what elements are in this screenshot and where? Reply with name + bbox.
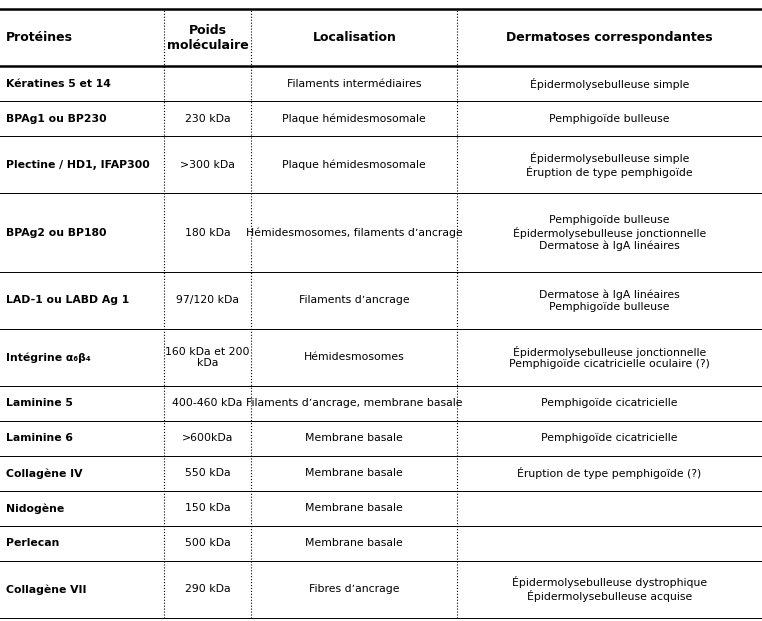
Text: Dermatoses correspondantes: Dermatoses correspondantes — [506, 31, 713, 44]
Text: 550 kDa: 550 kDa — [185, 468, 230, 478]
Text: BPAg1 ou BP230: BPAg1 ou BP230 — [6, 114, 107, 124]
Text: 160 kDa et 200
kDa: 160 kDa et 200 kDa — [165, 347, 250, 368]
Text: Plaque hémidesmosomale: Plaque hémidesmosomale — [283, 160, 426, 170]
Text: Dermatose à IgA linéaires
Pemphigoïde bulleuse: Dermatose à IgA linéaires Pemphigoïde bu… — [539, 289, 680, 312]
Text: Épidermolysebulleuse simple: Épidermolysebulleuse simple — [530, 78, 690, 90]
Text: Collagène IV: Collagène IV — [6, 468, 82, 479]
Text: >300 kDa: >300 kDa — [180, 160, 235, 170]
Text: 180 kDa: 180 kDa — [185, 228, 230, 238]
Text: 97/120 kDa: 97/120 kDa — [176, 296, 239, 306]
Text: Membrane basale: Membrane basale — [306, 468, 403, 478]
Text: Intégrine α₆β₄: Intégrine α₆β₄ — [6, 352, 91, 363]
Text: Épidermolysebulleuse simple
Éruption de type pemphigoïde: Épidermolysebulleuse simple Éruption de … — [527, 152, 693, 178]
Text: Collagène VII: Collagène VII — [6, 584, 87, 595]
Text: Perlecan: Perlecan — [6, 538, 59, 548]
Text: 400-460 kDa: 400-460 kDa — [172, 398, 243, 409]
Text: 150 kDa: 150 kDa — [185, 504, 230, 514]
Text: Éruption de type pemphigoïde (?): Éruption de type pemphigoïde (?) — [517, 468, 702, 479]
Text: Plaque hémidesmosomale: Plaque hémidesmosomale — [283, 114, 426, 124]
Text: Laminine 5: Laminine 5 — [6, 398, 73, 409]
Text: Poids
moléculaire: Poids moléculaire — [167, 24, 248, 52]
Text: >600kDa: >600kDa — [182, 433, 233, 443]
Text: Pemphigoïde cicatricielle: Pemphigoïde cicatricielle — [541, 433, 678, 443]
Text: Pemphigoïde bulleuse
Épidermolysebulleuse jonctionnelle
Dermatose à IgA linéaire: Pemphigoïde bulleuse Épidermolysebulleus… — [513, 214, 706, 251]
Text: Localisation: Localisation — [312, 31, 396, 44]
Text: Protéines: Protéines — [6, 31, 73, 44]
Text: Laminine 6: Laminine 6 — [6, 433, 73, 443]
Text: 500 kDa: 500 kDa — [184, 538, 231, 548]
Text: Filaments dʼancrage, membrane basale: Filaments dʼancrage, membrane basale — [246, 398, 463, 409]
Text: Kératines 5 et 14: Kératines 5 et 14 — [6, 79, 111, 89]
Text: LAD-1 ou LABD Ag 1: LAD-1 ou LABD Ag 1 — [6, 296, 130, 306]
Text: BPAg2 ou BP180: BPAg2 ou BP180 — [6, 228, 107, 238]
Text: Nidogène: Nidogène — [6, 503, 64, 514]
Text: Membrane basale: Membrane basale — [306, 538, 403, 548]
Text: Filaments intermédiaires: Filaments intermédiaires — [287, 79, 421, 89]
Text: 290 kDa: 290 kDa — [185, 584, 230, 594]
Text: Fibres dʼancrage: Fibres dʼancrage — [309, 584, 399, 594]
Text: Membrane basale: Membrane basale — [306, 433, 403, 443]
Text: Épidermolysebulleuse jonctionnelle
Pemphigoïde cicatricielle oculaire (?): Épidermolysebulleuse jonctionnelle Pemph… — [509, 346, 710, 369]
Text: Hémidesmosomes, filaments dʼancrage: Hémidesmosomes, filaments dʼancrage — [246, 227, 463, 238]
Text: Épidermolysebulleuse dystrophique
Épidermolysebulleuse acquise: Épidermolysebulleuse dystrophique Épider… — [512, 576, 707, 602]
Text: Membrane basale: Membrane basale — [306, 504, 403, 514]
Text: Plectine / HD1, IFAP300: Plectine / HD1, IFAP300 — [6, 160, 150, 170]
Text: 230 kDa: 230 kDa — [185, 114, 230, 124]
Text: Pemphigoïde bulleuse: Pemphigoïde bulleuse — [549, 114, 670, 124]
Text: Pemphigoïde cicatricielle: Pemphigoïde cicatricielle — [541, 398, 678, 409]
Text: Filaments dʼancrage: Filaments dʼancrage — [299, 296, 410, 306]
Text: Hémidesmosomes: Hémidesmosomes — [304, 352, 405, 363]
